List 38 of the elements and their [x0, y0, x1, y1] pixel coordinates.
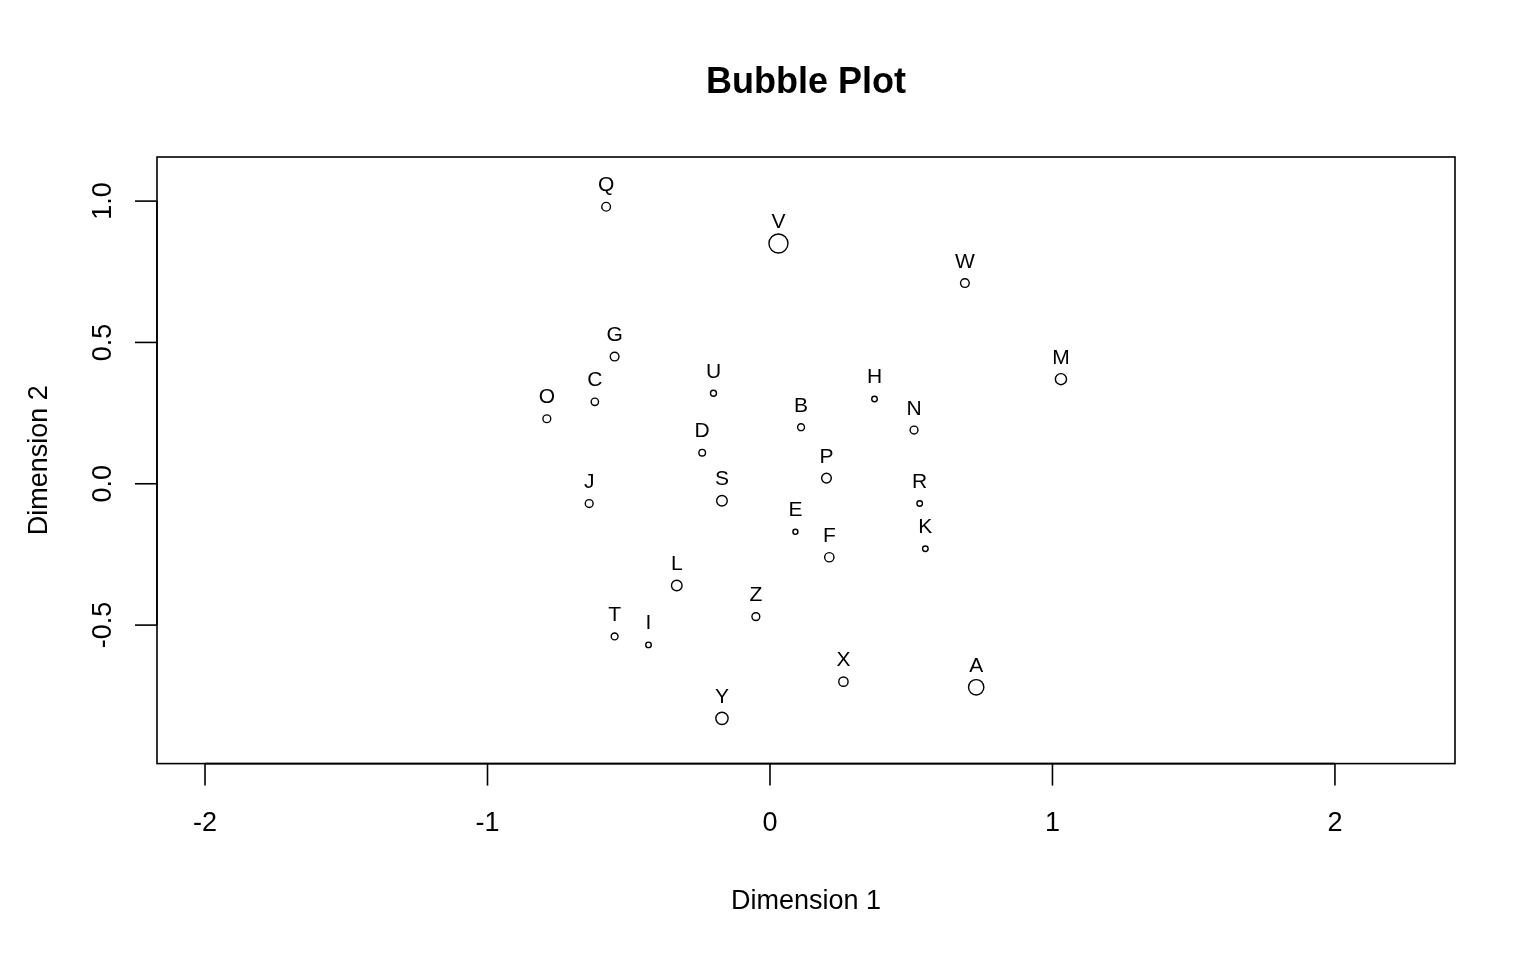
y-tick-label: 1.0 [87, 182, 117, 220]
annotation: K [918, 514, 933, 538]
x-tick-label: -1 [475, 807, 500, 837]
annotation: Y [714, 683, 729, 707]
x-tick-label: 0 [762, 807, 778, 837]
annotation: J [583, 469, 595, 493]
x-axis-title: Dimension 1 [730, 885, 882, 915]
annotation: Q [597, 172, 615, 196]
annotation: P [819, 443, 834, 467]
chart-title: Bubble Plot [706, 59, 906, 101]
annotation: R [912, 469, 928, 493]
y-axis-title: Dimension 2 [23, 385, 53, 536]
annotation: U [705, 358, 722, 382]
annotation: X [836, 647, 851, 671]
annotation: I [645, 610, 652, 634]
annotation: T [608, 601, 622, 625]
annotation: O [538, 384, 555, 408]
y-tick-label: 0.0 [87, 464, 117, 503]
annotation: N [906, 395, 922, 419]
annotation: M [1052, 344, 1070, 368]
annotation: B [794, 392, 809, 416]
annotation: S [714, 466, 729, 490]
annotation: Z [749, 582, 763, 606]
annotation: A [969, 652, 984, 676]
x-tick-label: 1 [1044, 807, 1060, 837]
y-tick-label: -0.5 [87, 601, 117, 649]
annotation: G [606, 322, 623, 346]
annotation: W [954, 248, 975, 272]
annotation: V [771, 209, 786, 232]
y-tick-label: 0.5 [87, 323, 117, 362]
annotation: H [866, 364, 883, 388]
annotation: D [694, 418, 710, 442]
annotation: L [670, 551, 683, 575]
annotation: E [788, 497, 803, 521]
annotation: C [587, 367, 603, 391]
x-tick-label: -2 [193, 807, 218, 837]
x-tick-label: 2 [1327, 807, 1343, 837]
annotation: F [822, 522, 836, 546]
